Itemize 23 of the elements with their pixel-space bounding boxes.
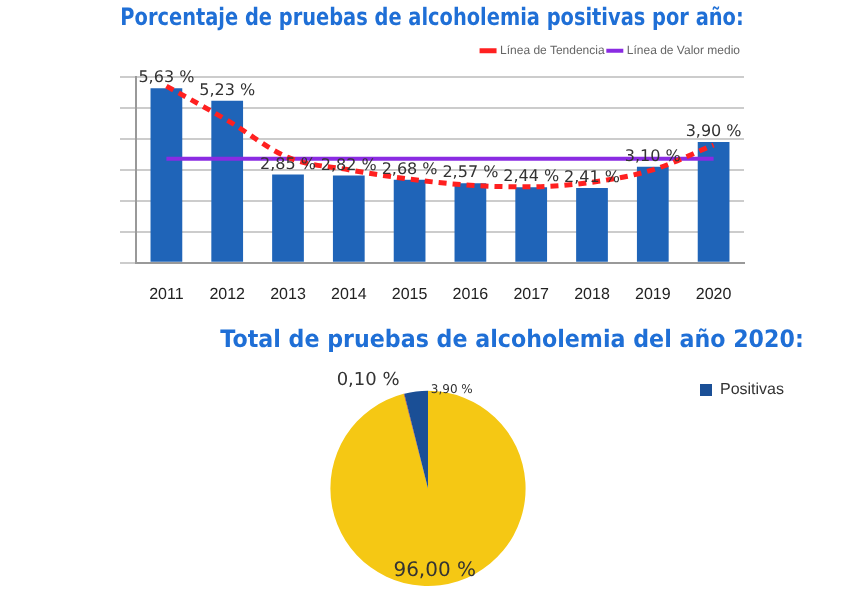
x-tick-label: 2019	[635, 284, 672, 303]
data-label: 2,82 %	[320, 155, 378, 174]
x-tick-label: 2018	[574, 284, 611, 303]
data-label: 2,68 %	[381, 159, 439, 178]
x-tick-label: 2014	[331, 284, 368, 303]
x-tick-label: 2011	[149, 284, 185, 303]
legend-label: Positivas	[719, 380, 785, 399]
x-tick-label: 2013	[270, 284, 307, 303]
x-tick-label: 2016	[452, 284, 490, 303]
data-label: 2,44 %	[503, 167, 560, 186]
data-label: 5,23 %	[199, 80, 256, 99]
x-tick-label: 2020	[695, 284, 733, 303]
data-label: 3,90 %	[685, 122, 743, 141]
data-label: 2,41 %	[564, 168, 621, 187]
data-label: 5,63 %	[138, 68, 196, 87]
x-tick-label: 2015	[391, 284, 429, 303]
data-label: 96,00 %	[393, 560, 477, 583]
data-label: 0,10 %	[336, 370, 401, 391]
chart-title: Total de pruebas de alcoholemia del año 2020:	[220, 323, 804, 353]
data-label: 2,57 %	[442, 163, 500, 182]
chart-title: Porcentaje de pruebas de alcoholemia positivas por año:	[120, 2, 744, 32]
x-tick-label: 2012	[209, 284, 247, 303]
x-tick-label: 2017	[513, 284, 551, 303]
